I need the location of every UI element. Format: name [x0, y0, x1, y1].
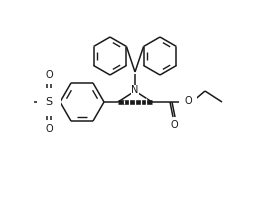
Text: O: O — [45, 124, 53, 134]
Text: O: O — [45, 70, 53, 80]
Text: S: S — [45, 97, 53, 107]
Text: O: O — [184, 96, 192, 106]
Text: N: N — [131, 85, 139, 95]
Text: O: O — [170, 120, 178, 130]
